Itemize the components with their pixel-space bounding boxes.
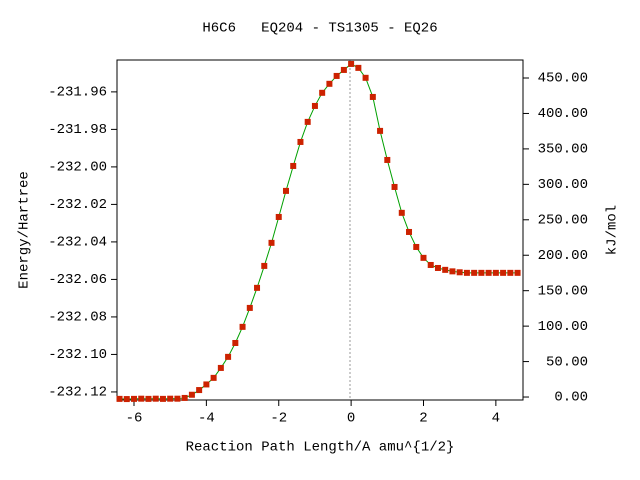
y-tick-label: -231.98 [48,122,107,138]
point-marker [145,395,152,402]
point-marker [290,162,297,169]
point-marker [261,262,268,269]
point-marker [254,284,261,291]
y-tick-label: -232.02 [48,197,107,213]
point-marker [246,304,253,311]
point-marker [413,243,420,250]
plot-frame [116,59,524,401]
point-marker [319,89,326,96]
point-marker [297,138,304,145]
y2-axis-label: kJ/mol [605,205,621,255]
point-marker [420,254,427,261]
point-marker [434,264,441,271]
y2-tick-label: 450.00 [538,71,588,87]
y-tick-label: -232.06 [48,272,107,288]
x-tick-label: 2 [419,411,427,427]
y-tick-label: -232.04 [48,235,107,251]
point-marker [152,395,159,402]
y2-tick-label: 200.00 [538,248,588,264]
point-marker [326,80,333,87]
point-marker [304,118,311,125]
x-tick-label: -6 [126,411,143,427]
point-marker [478,269,485,276]
point-marker [449,268,456,275]
point-marker [203,381,210,388]
point-marker [500,269,507,276]
point-marker [282,187,289,194]
point-marker [507,269,514,276]
y2-tick-label: 0.00 [554,390,588,406]
y-tick-label: -232.08 [48,310,107,326]
point-marker [391,183,398,190]
y-tick-label: -232.10 [48,347,107,363]
point-marker [123,396,130,403]
point-marker [406,228,413,235]
point-marker [225,353,232,360]
point-marker [514,269,521,276]
point-marker [492,269,499,276]
point-marker [471,269,478,276]
point-marker [348,60,355,67]
point-marker [232,339,239,346]
point-marker [311,102,318,109]
point-marker [377,127,384,134]
point-marker [485,269,492,276]
point-marker [196,387,203,394]
point-marker [362,74,369,81]
point-marker [275,213,282,220]
point-marker [456,269,463,276]
y2-tick-label: 250.00 [538,212,588,228]
point-marker [427,261,434,268]
y2-tick-label: 100.00 [538,319,588,335]
chart-title: H6C6 EQ204 - TS1305 - EQ26 [202,21,437,37]
point-marker [398,209,405,216]
point-marker [159,395,166,402]
y2-tick-label: 50.00 [546,354,588,370]
point-marker [442,266,449,273]
point-marker [217,364,224,371]
point-marker [174,395,181,402]
point-marker [239,323,246,330]
y2-tick-label: 350.00 [538,142,588,158]
point-marker [340,66,347,73]
y-axis-label: Energy/Hartree [17,171,33,289]
point-marker [384,156,391,163]
y-tick-label: -232.12 [48,385,107,401]
y-tick-label: -232.00 [48,160,107,176]
x-tick-label: -4 [198,411,215,427]
point-marker [210,374,217,381]
point-marker [188,391,195,398]
x-axis-label: Reaction Path Length/A amu^{1/2} [186,440,455,456]
y2-tick-label: 150.00 [538,283,588,299]
point-marker [131,395,138,402]
x-tick-label: 0 [347,411,355,427]
point-marker [116,395,123,402]
y2-tick-label: 400.00 [538,106,588,122]
point-marker [355,64,362,71]
y-tick-label: -231.96 [48,85,107,101]
point-marker [463,269,470,276]
series-line [119,63,518,400]
point-marker [181,394,188,401]
point-marker [167,395,174,402]
point-marker [333,72,340,79]
point-marker [268,239,275,246]
x-tick-label: 4 [492,411,500,427]
y2-tick-label: 300.00 [538,177,588,193]
x-tick-label: -2 [270,411,287,427]
point-marker [369,93,376,100]
point-marker [138,395,145,402]
